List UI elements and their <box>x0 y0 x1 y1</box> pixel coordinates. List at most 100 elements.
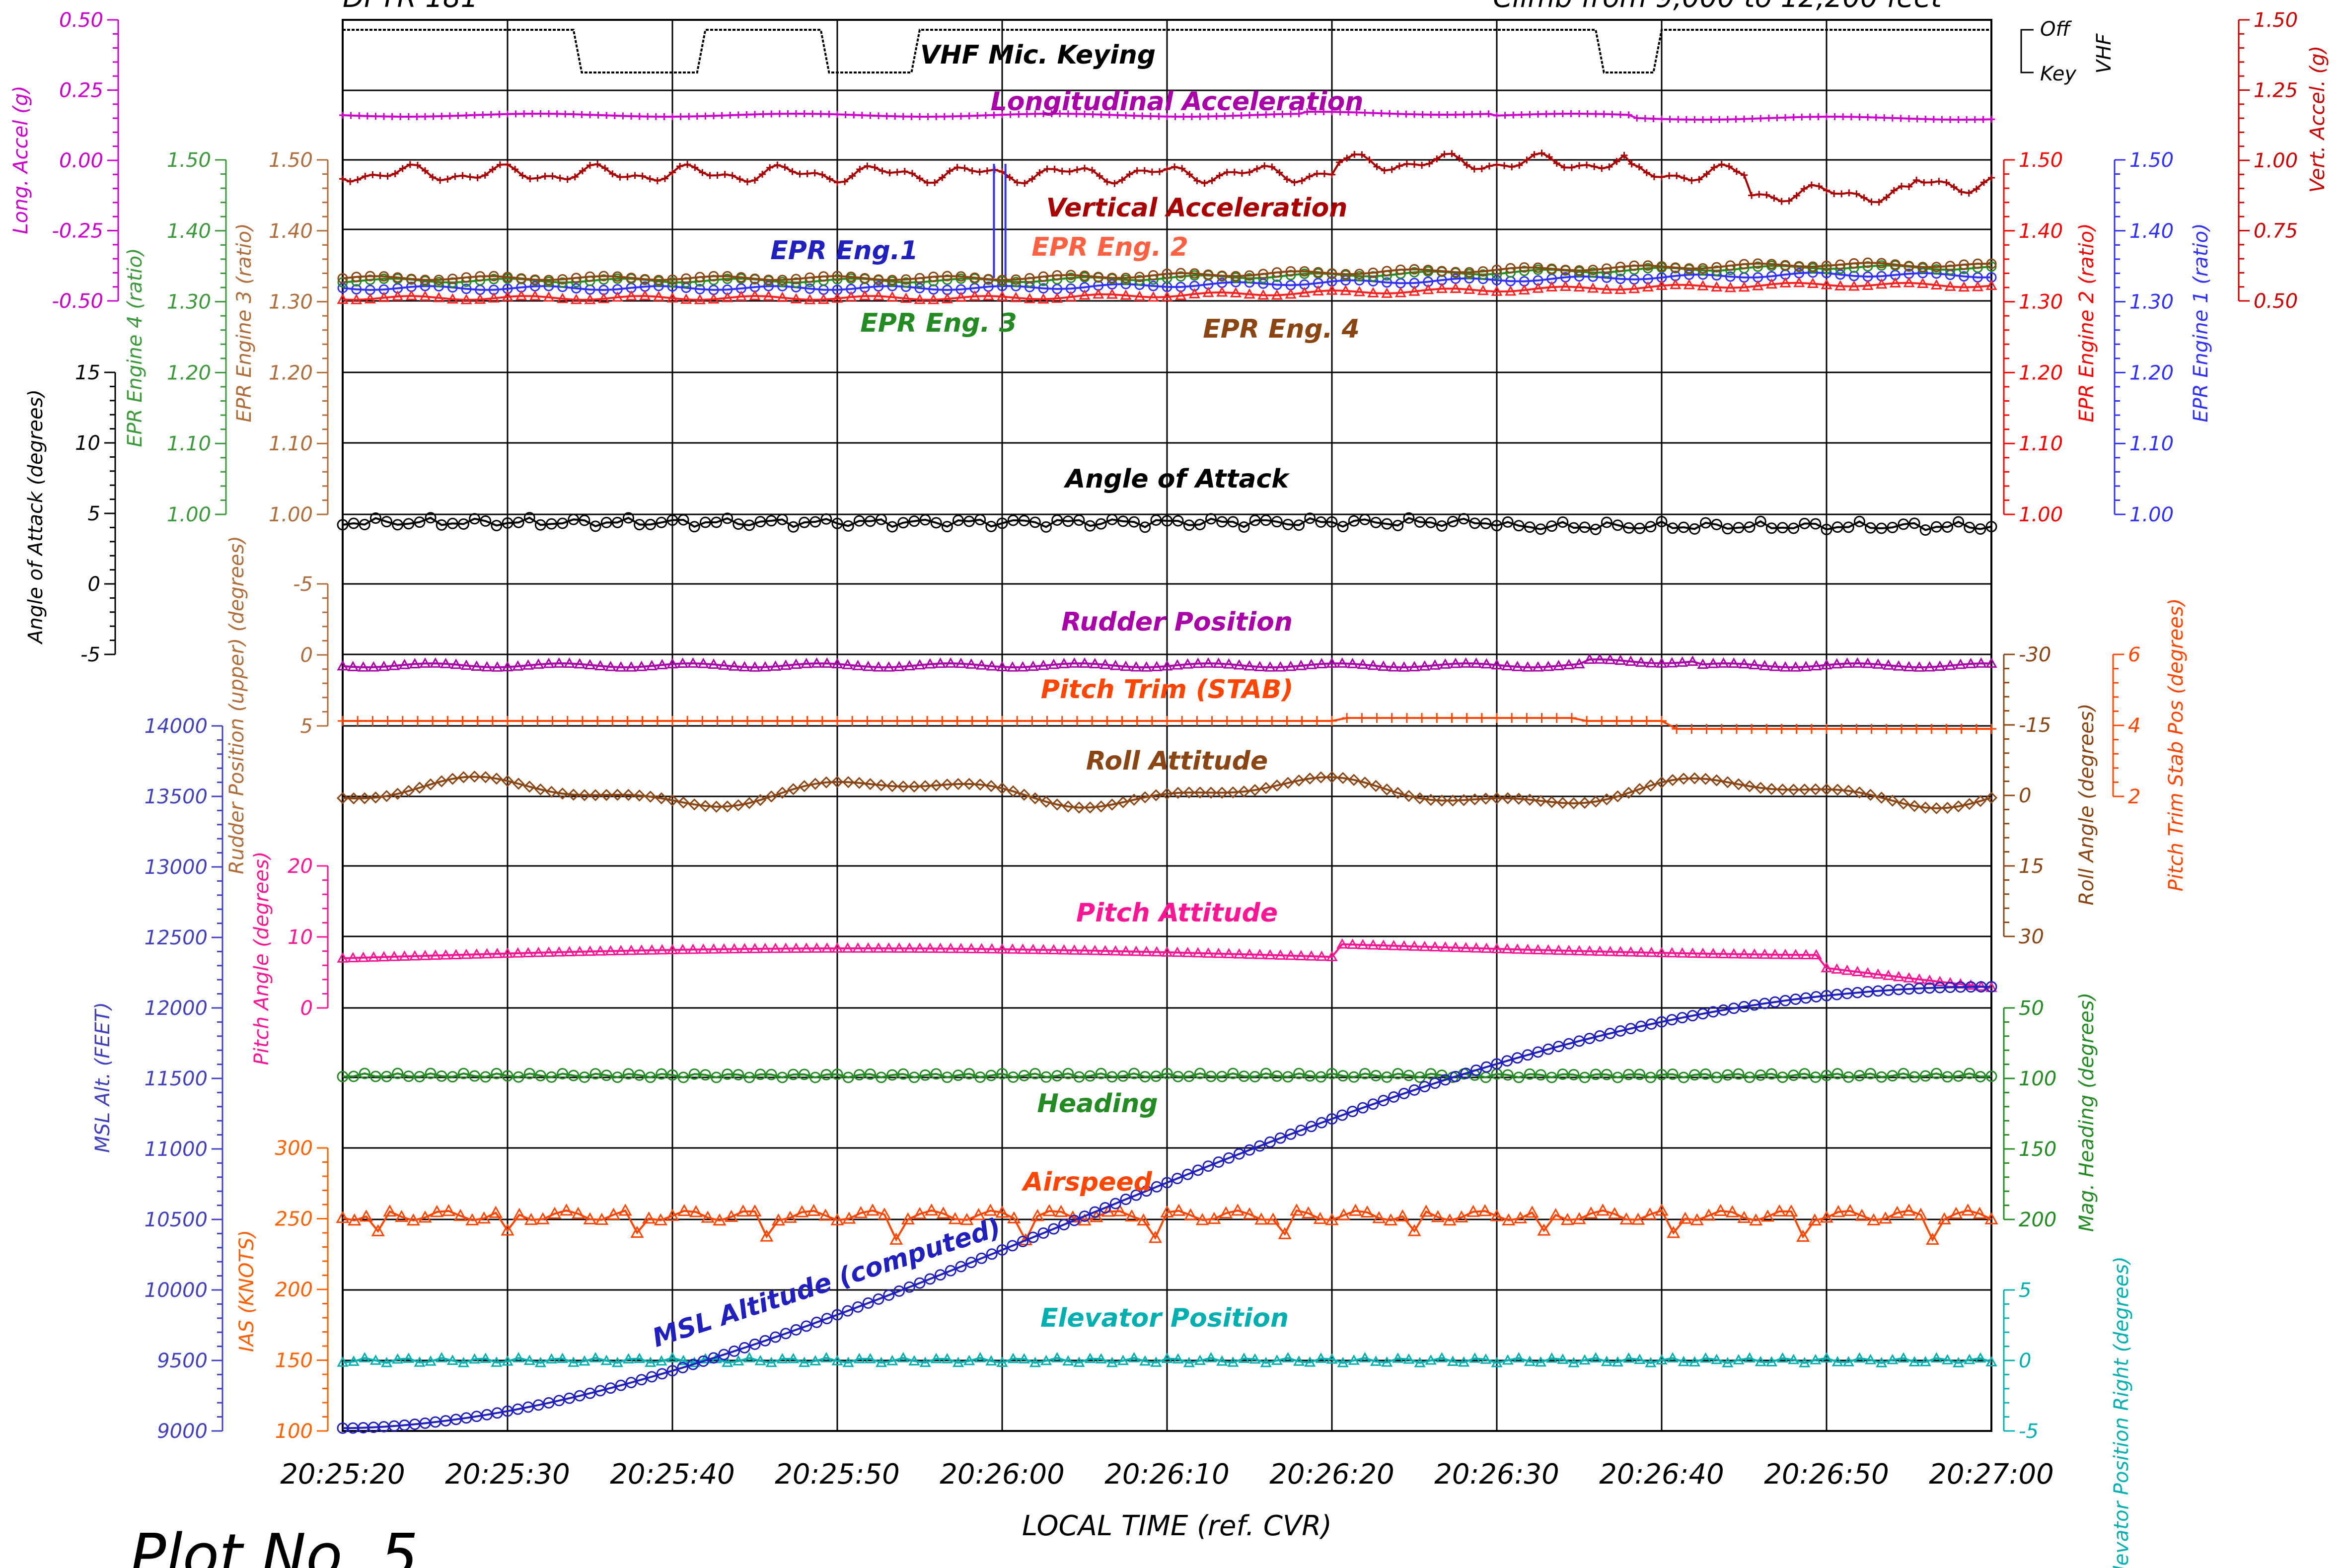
rudder-marker <box>388 659 400 670</box>
heading-marker <box>589 1068 601 1080</box>
roll-marker <box>820 776 832 788</box>
rudder-marker <box>1285 660 1297 671</box>
epr-marker <box>1615 261 1626 272</box>
roll-marker <box>1238 785 1250 798</box>
epr-marker <box>640 274 651 285</box>
pitch-marker <box>1151 946 1163 957</box>
roll-marker <box>1941 801 1954 814</box>
elevator-marker <box>1194 1354 1206 1365</box>
epr-marker <box>735 290 747 301</box>
elevator-marker <box>963 1354 975 1365</box>
epr-marker <box>1147 291 1159 302</box>
x-tick-label: 20:26:30 <box>1434 1458 1559 1491</box>
heading-marker <box>809 1071 821 1083</box>
elevator-marker <box>1007 1353 1019 1363</box>
epr-marker <box>502 272 513 283</box>
heading-marker <box>369 1070 381 1082</box>
heading-marker <box>1029 1068 1041 1079</box>
epr-marker <box>351 284 362 295</box>
rudder-marker <box>563 657 576 668</box>
epr-marker <box>337 273 348 284</box>
epr-marker <box>1546 281 1558 291</box>
pitch-marker <box>1037 943 1049 954</box>
airspeed-marker <box>642 1212 656 1224</box>
airspeed-marker <box>948 1212 962 1224</box>
roll-marker <box>1150 789 1162 801</box>
rudder-marker <box>1181 658 1194 669</box>
altitude-marker <box>1398 1087 1410 1099</box>
epr-marker <box>1614 284 1626 294</box>
aoa-marker <box>876 513 887 525</box>
pitch-marker <box>574 945 586 956</box>
pitch-marker <box>1388 939 1400 950</box>
aoa-marker <box>1964 521 1976 533</box>
airspeed-marker <box>1125 1209 1139 1222</box>
roll-marker <box>1502 792 1514 804</box>
heading-marker <box>699 1069 711 1081</box>
axis-tick-label: 1.10 <box>167 432 211 455</box>
airspeed-marker <box>689 1205 703 1217</box>
rudder-marker <box>1388 661 1400 672</box>
aoa-marker <box>1029 516 1041 528</box>
header-left: DFTR 181 <box>343 0 478 14</box>
heading-marker <box>1930 1068 1942 1079</box>
airspeed-marker <box>524 1212 538 1225</box>
airspeed-marker <box>1384 1213 1398 1226</box>
axis-tick-label: 5 <box>300 715 313 738</box>
epr-marker <box>1340 269 1351 280</box>
epr-marker <box>516 273 527 284</box>
aoa-marker <box>1645 521 1657 533</box>
rudder-marker <box>378 660 390 671</box>
airspeed-marker <box>1348 1204 1362 1216</box>
aoa-marker <box>1985 521 1997 533</box>
epr-marker <box>914 283 925 293</box>
elevator-marker <box>1436 1352 1448 1362</box>
rudder-marker <box>1573 658 1585 669</box>
aoa-marker <box>1414 516 1426 528</box>
epr-marker <box>722 271 733 282</box>
epr-marker <box>1904 261 1914 272</box>
aoa-marker <box>897 517 909 529</box>
rudder-marker <box>625 661 637 672</box>
roll-marker <box>1963 798 1976 810</box>
axis-tick-label: 0.50 <box>2254 290 2298 313</box>
roll-marker <box>1710 774 1723 786</box>
heading-marker <box>1062 1068 1074 1079</box>
axis-tick-label: 100 <box>2019 1068 2056 1090</box>
epr-marker <box>1203 269 1214 280</box>
airspeed-marker <box>1902 1204 1916 1216</box>
heading-marker <box>1788 1069 1800 1081</box>
elevator-marker <box>897 1352 909 1362</box>
roll-marker <box>468 771 481 783</box>
epr-marker <box>831 292 843 303</box>
epr-marker <box>1986 258 1997 269</box>
elevator-marker <box>611 1356 623 1367</box>
altitude-marker <box>1058 1218 1070 1230</box>
epr-marker <box>1175 289 1187 300</box>
roll-marker <box>446 773 459 785</box>
roll-marker <box>1567 797 1580 809</box>
elevator-marker <box>1392 1352 1404 1363</box>
altitude-marker <box>801 1320 812 1332</box>
axis-tick-label: 150 <box>2019 1138 2056 1161</box>
epr-marker <box>1024 292 1035 303</box>
axis-tick-label: 11500 <box>145 1068 208 1090</box>
airspeed-marker <box>925 1203 939 1216</box>
elevator-marker <box>1348 1354 1360 1365</box>
pitch-marker <box>1965 979 1977 990</box>
rudder-marker <box>914 659 926 670</box>
aoa-marker <box>1315 516 1327 528</box>
airspeed-marker <box>1243 1207 1256 1219</box>
altitude-marker <box>945 1265 956 1277</box>
pitch-marker <box>409 950 421 961</box>
roll-marker <box>952 778 964 790</box>
elevator-marker <box>359 1352 370 1362</box>
pitch-marker <box>1635 946 1647 957</box>
elevator-marker <box>1414 1356 1426 1367</box>
elevator-marker <box>579 1355 590 1366</box>
axis-tick-label: 1.00 <box>2019 503 2063 526</box>
heading-marker <box>1425 1068 1437 1080</box>
roll-marker <box>1325 771 1338 784</box>
aoa-marker <box>1535 523 1547 535</box>
aoa-marker <box>842 520 854 532</box>
